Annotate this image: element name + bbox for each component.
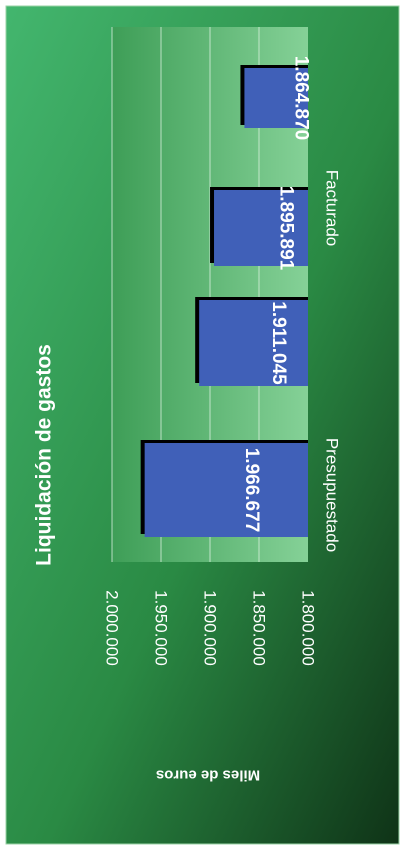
data-label: 1.895.891 <box>276 186 297 271</box>
bar <box>144 443 308 537</box>
chart-title: Liquidación de gastos <box>33 344 56 566</box>
data-label: 1.911.045 <box>268 301 289 385</box>
category-label: Presupuestado <box>323 438 342 552</box>
bar <box>199 300 308 386</box>
bar <box>214 190 308 266</box>
bar <box>244 68 308 128</box>
y-tick-label: 1.950.000 <box>152 590 171 666</box>
y-tick-label: 1.900.000 <box>201 590 220 666</box>
y-tick-label: 1.850.000 <box>250 590 269 666</box>
category-label: Facturado <box>323 170 342 247</box>
y-axis-title: Miles de euros <box>156 767 260 784</box>
y-tick-label: 1.800.000 <box>299 590 318 666</box>
data-label: 1.966.677 <box>241 448 262 533</box>
data-label: 1.864.870 <box>291 56 312 141</box>
y-tick-label: 2.000.000 <box>103 590 122 666</box>
